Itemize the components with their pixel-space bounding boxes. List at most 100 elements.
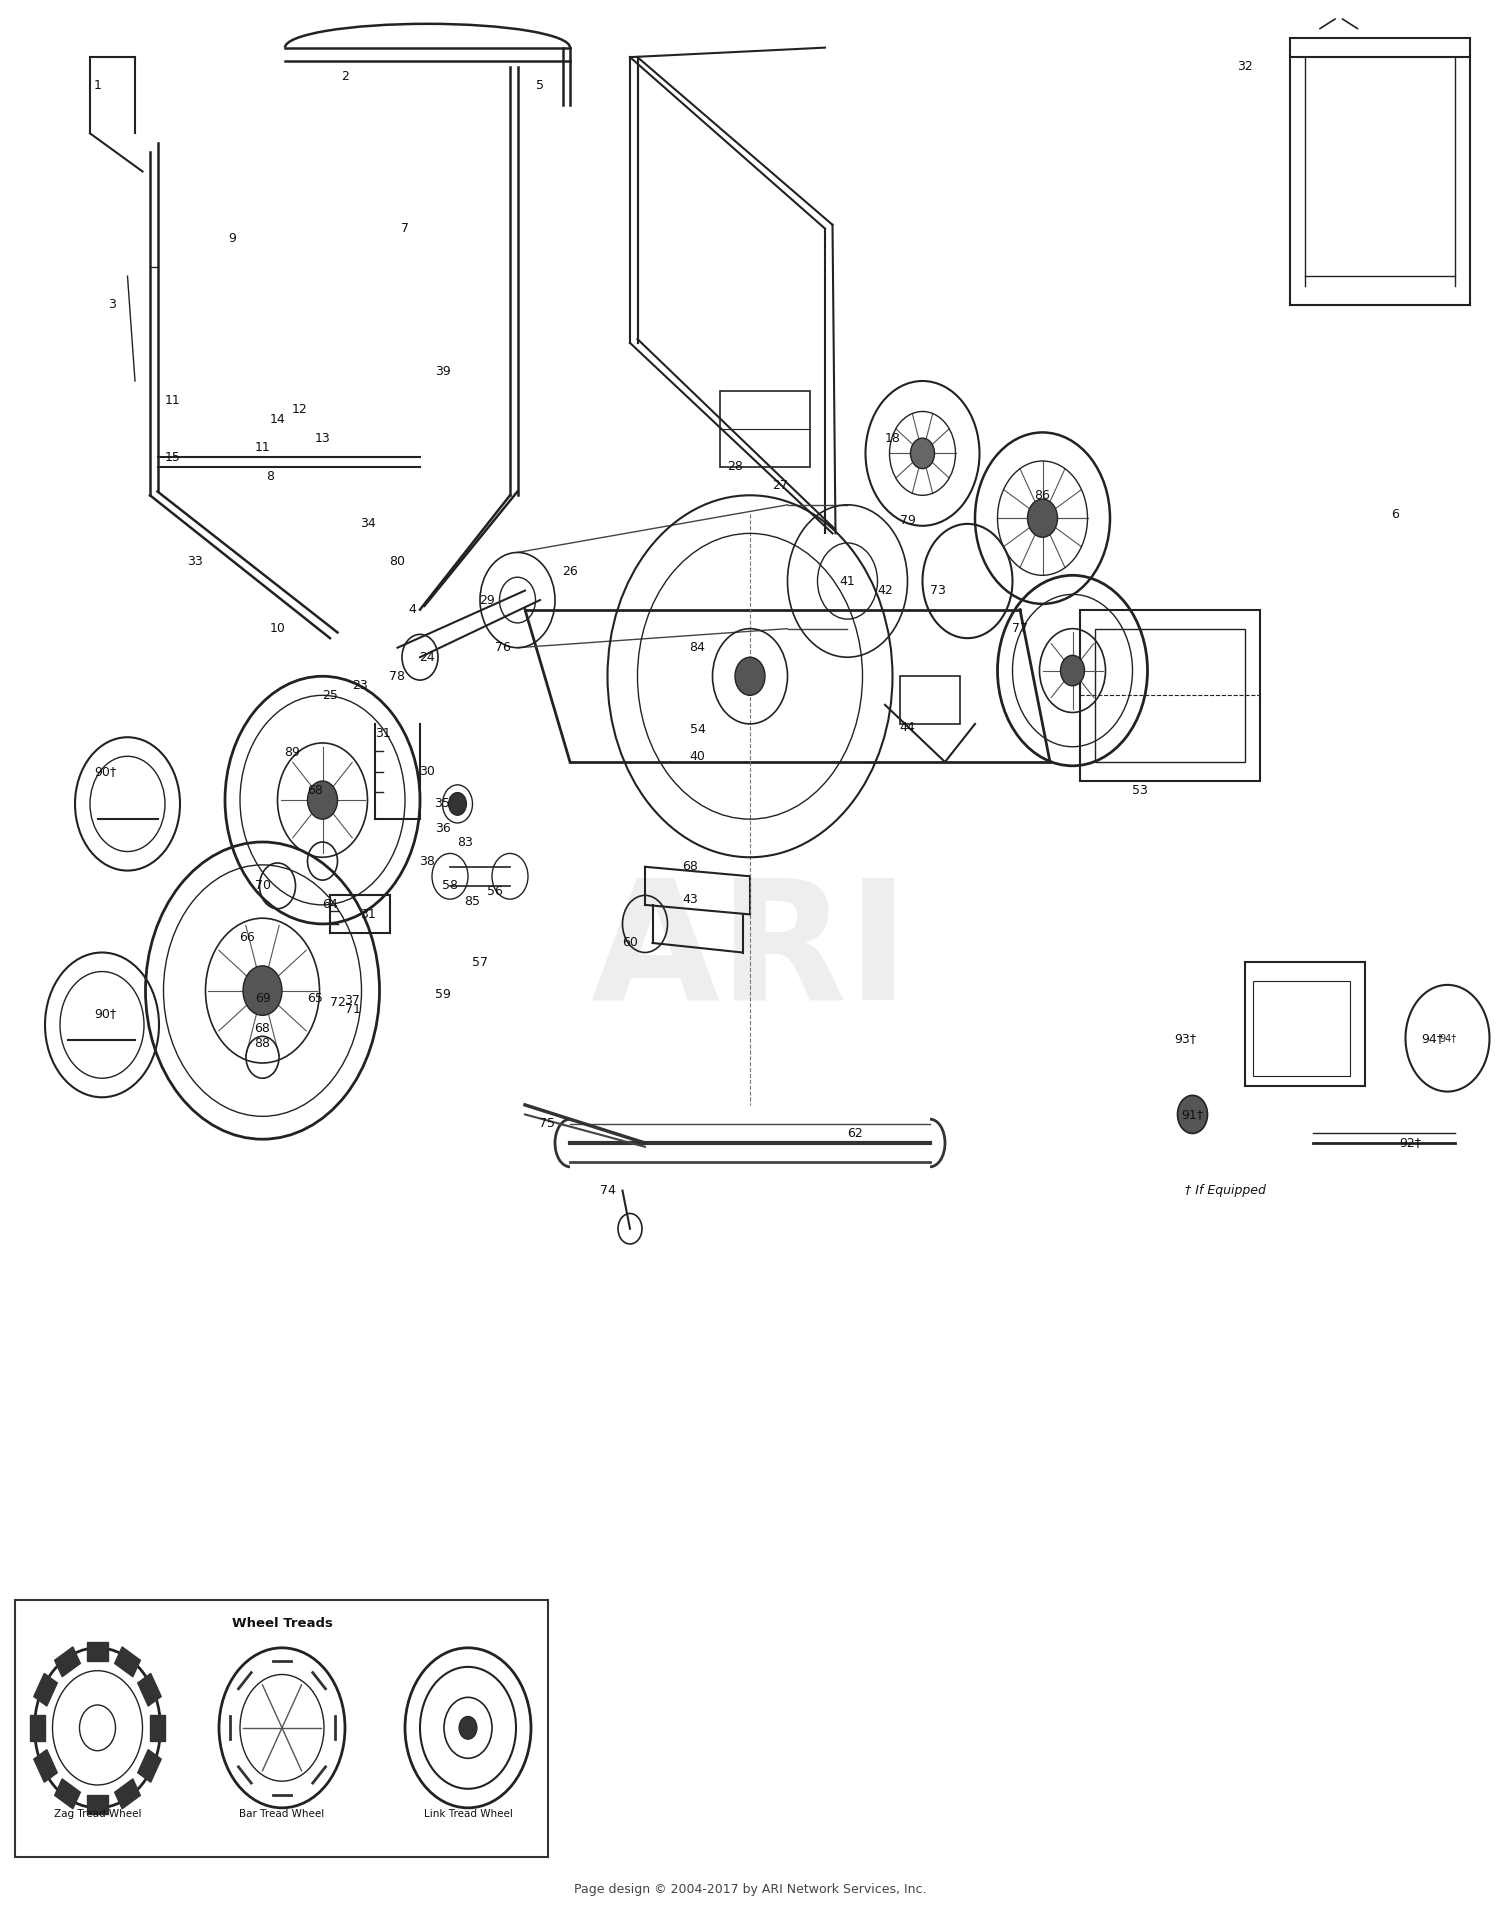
Text: Zag Tread Wheel: Zag Tread Wheel (54, 1808, 141, 1819)
Circle shape (910, 438, 934, 469)
Bar (34, 1749, 57, 1783)
Text: 88: 88 (255, 1038, 270, 1050)
Text: 14: 14 (270, 413, 285, 425)
Text: 57: 57 (472, 956, 488, 968)
Bar (1245, 962, 1365, 1086)
Text: 76: 76 (495, 642, 510, 653)
Text: 9: 9 (228, 232, 237, 244)
Text: 10: 10 (270, 623, 285, 634)
Text: Link Tread Wheel: Link Tread Wheel (423, 1808, 513, 1819)
Text: 65: 65 (308, 993, 322, 1004)
Bar (87, 1642, 108, 1661)
Circle shape (1178, 1095, 1208, 1133)
Circle shape (735, 657, 765, 695)
Text: 86: 86 (1035, 490, 1050, 501)
Text: 43: 43 (682, 893, 698, 905)
Text: 32: 32 (1238, 61, 1252, 72)
Text: 35: 35 (435, 798, 450, 810)
Text: 37: 37 (345, 994, 360, 1006)
Text: 58: 58 (442, 880, 458, 892)
Text: 36: 36 (435, 823, 450, 834)
Text: 11: 11 (165, 394, 180, 406)
Circle shape (243, 966, 282, 1015)
Text: 94†: 94† (1438, 1033, 1456, 1044)
Text: 4: 4 (408, 604, 417, 615)
Text: 56: 56 (488, 886, 502, 897)
Text: 91†: 91† (1182, 1109, 1203, 1120)
Bar (1095, 629, 1245, 762)
Text: 24: 24 (420, 652, 435, 663)
Text: 12: 12 (292, 404, 308, 415)
Bar (150, 1714, 165, 1741)
Bar (114, 1648, 141, 1676)
Text: 41: 41 (840, 575, 855, 587)
Bar (54, 1648, 81, 1676)
Bar (87, 1795, 108, 1814)
Text: 42: 42 (878, 585, 892, 596)
Bar (900, 676, 960, 724)
Text: 62: 62 (847, 1128, 862, 1139)
Circle shape (459, 1716, 477, 1739)
Bar (30, 1714, 45, 1741)
Text: 66: 66 (240, 932, 255, 943)
Text: 73: 73 (930, 585, 945, 596)
Text: 2: 2 (340, 70, 350, 82)
Text: 74: 74 (600, 1185, 615, 1196)
Text: 39: 39 (435, 366, 450, 377)
Text: 68: 68 (308, 785, 322, 796)
Text: 1: 1 (93, 80, 102, 91)
Text: 59: 59 (435, 989, 450, 1000)
Text: ARI: ARI (591, 871, 909, 1034)
Text: 90†: 90† (94, 766, 116, 777)
Text: 75: 75 (540, 1118, 555, 1130)
Text: 72: 72 (330, 996, 345, 1008)
Text: Wheel Treads: Wheel Treads (231, 1617, 333, 1629)
Bar (54, 1779, 81, 1808)
Text: 60: 60 (622, 937, 638, 949)
Text: 40: 40 (690, 751, 705, 762)
Text: 71: 71 (345, 1004, 360, 1015)
Text: 28: 28 (728, 461, 742, 472)
Text: 53: 53 (1132, 785, 1148, 796)
Text: 33: 33 (188, 556, 202, 568)
Text: Page design © 2004-2017 by ARI Network Services, Inc.: Page design © 2004-2017 by ARI Network S… (573, 1884, 926, 1895)
FancyBboxPatch shape (15, 1600, 548, 1857)
Text: 79: 79 (900, 514, 915, 526)
Text: 30: 30 (420, 766, 435, 777)
Text: 64: 64 (322, 899, 338, 911)
Text: 18: 18 (885, 432, 900, 444)
Text: 70: 70 (255, 880, 270, 892)
Bar (720, 391, 810, 467)
Text: 29: 29 (480, 594, 495, 606)
Bar (1252, 981, 1350, 1076)
Text: 38: 38 (420, 855, 435, 867)
Text: 15: 15 (165, 451, 180, 463)
Text: 90†: 90† (94, 1008, 116, 1019)
Text: 7: 7 (400, 223, 410, 234)
Text: 54: 54 (690, 724, 705, 735)
Circle shape (1060, 655, 1084, 686)
Text: 89: 89 (285, 747, 300, 758)
Text: 83: 83 (458, 836, 472, 848)
Text: 25: 25 (322, 690, 338, 701)
Text: 8: 8 (266, 471, 274, 482)
Text: 68: 68 (682, 861, 698, 872)
Text: † If Equipped: † If Equipped (1185, 1185, 1266, 1196)
Text: 68: 68 (255, 1023, 270, 1034)
Text: 44: 44 (900, 722, 915, 733)
Text: 84: 84 (690, 642, 705, 653)
Text: 93†: 93† (1174, 1033, 1196, 1044)
Text: 80: 80 (390, 556, 405, 568)
Text: 13: 13 (315, 432, 330, 444)
Bar (114, 1779, 141, 1808)
Text: 27: 27 (772, 480, 788, 491)
Text: 5: 5 (536, 80, 544, 91)
Text: 11: 11 (255, 442, 270, 453)
Circle shape (1028, 499, 1057, 537)
Text: Bar Tread Wheel: Bar Tread Wheel (240, 1808, 324, 1819)
Text: 3: 3 (108, 299, 117, 311)
Text: 31: 31 (360, 909, 375, 920)
Text: 34: 34 (360, 518, 375, 530)
Text: 31: 31 (375, 728, 390, 739)
Bar (138, 1673, 160, 1707)
